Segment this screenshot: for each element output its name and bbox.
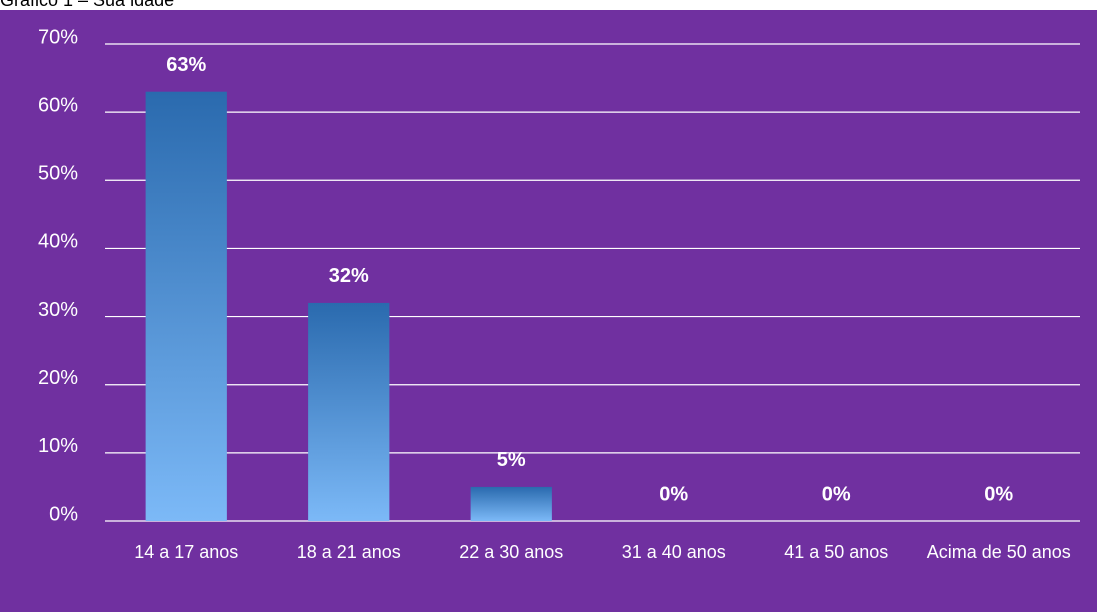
x-tick-label: 31 a 40 anos bbox=[622, 542, 726, 562]
data-label: 0% bbox=[822, 483, 851, 505]
y-tick-label: 60% bbox=[38, 94, 78, 116]
data-label: 0% bbox=[984, 483, 1013, 505]
y-tick-label: 70% bbox=[38, 26, 78, 48]
bar bbox=[470, 486, 552, 521]
y-tick-label: 40% bbox=[38, 231, 78, 253]
y-tick-label: 50% bbox=[38, 163, 78, 185]
y-tick-label: 0% bbox=[49, 503, 78, 525]
data-label: 5% bbox=[497, 449, 526, 471]
x-tick-label: 22 a 30 anos bbox=[459, 542, 563, 562]
data-label: 63% bbox=[166, 54, 206, 76]
y-tick-label: 10% bbox=[38, 435, 78, 457]
data-label: 0% bbox=[659, 483, 688, 505]
x-tick-label: 41 a 50 anos bbox=[784, 542, 888, 562]
bar bbox=[145, 91, 227, 521]
x-tick-label: 18 a 21 anos bbox=[297, 542, 401, 562]
bar bbox=[308, 302, 390, 521]
x-tick-label: Acima de 50 anos bbox=[927, 542, 1071, 562]
chart-title: Gráfico 1 – Sua idade bbox=[0, 0, 174, 10]
y-tick-label: 20% bbox=[38, 367, 78, 389]
y-tick-label: 30% bbox=[38, 299, 78, 321]
x-tick-label: 14 a 17 anos bbox=[134, 542, 238, 562]
data-label: 32% bbox=[329, 265, 369, 287]
